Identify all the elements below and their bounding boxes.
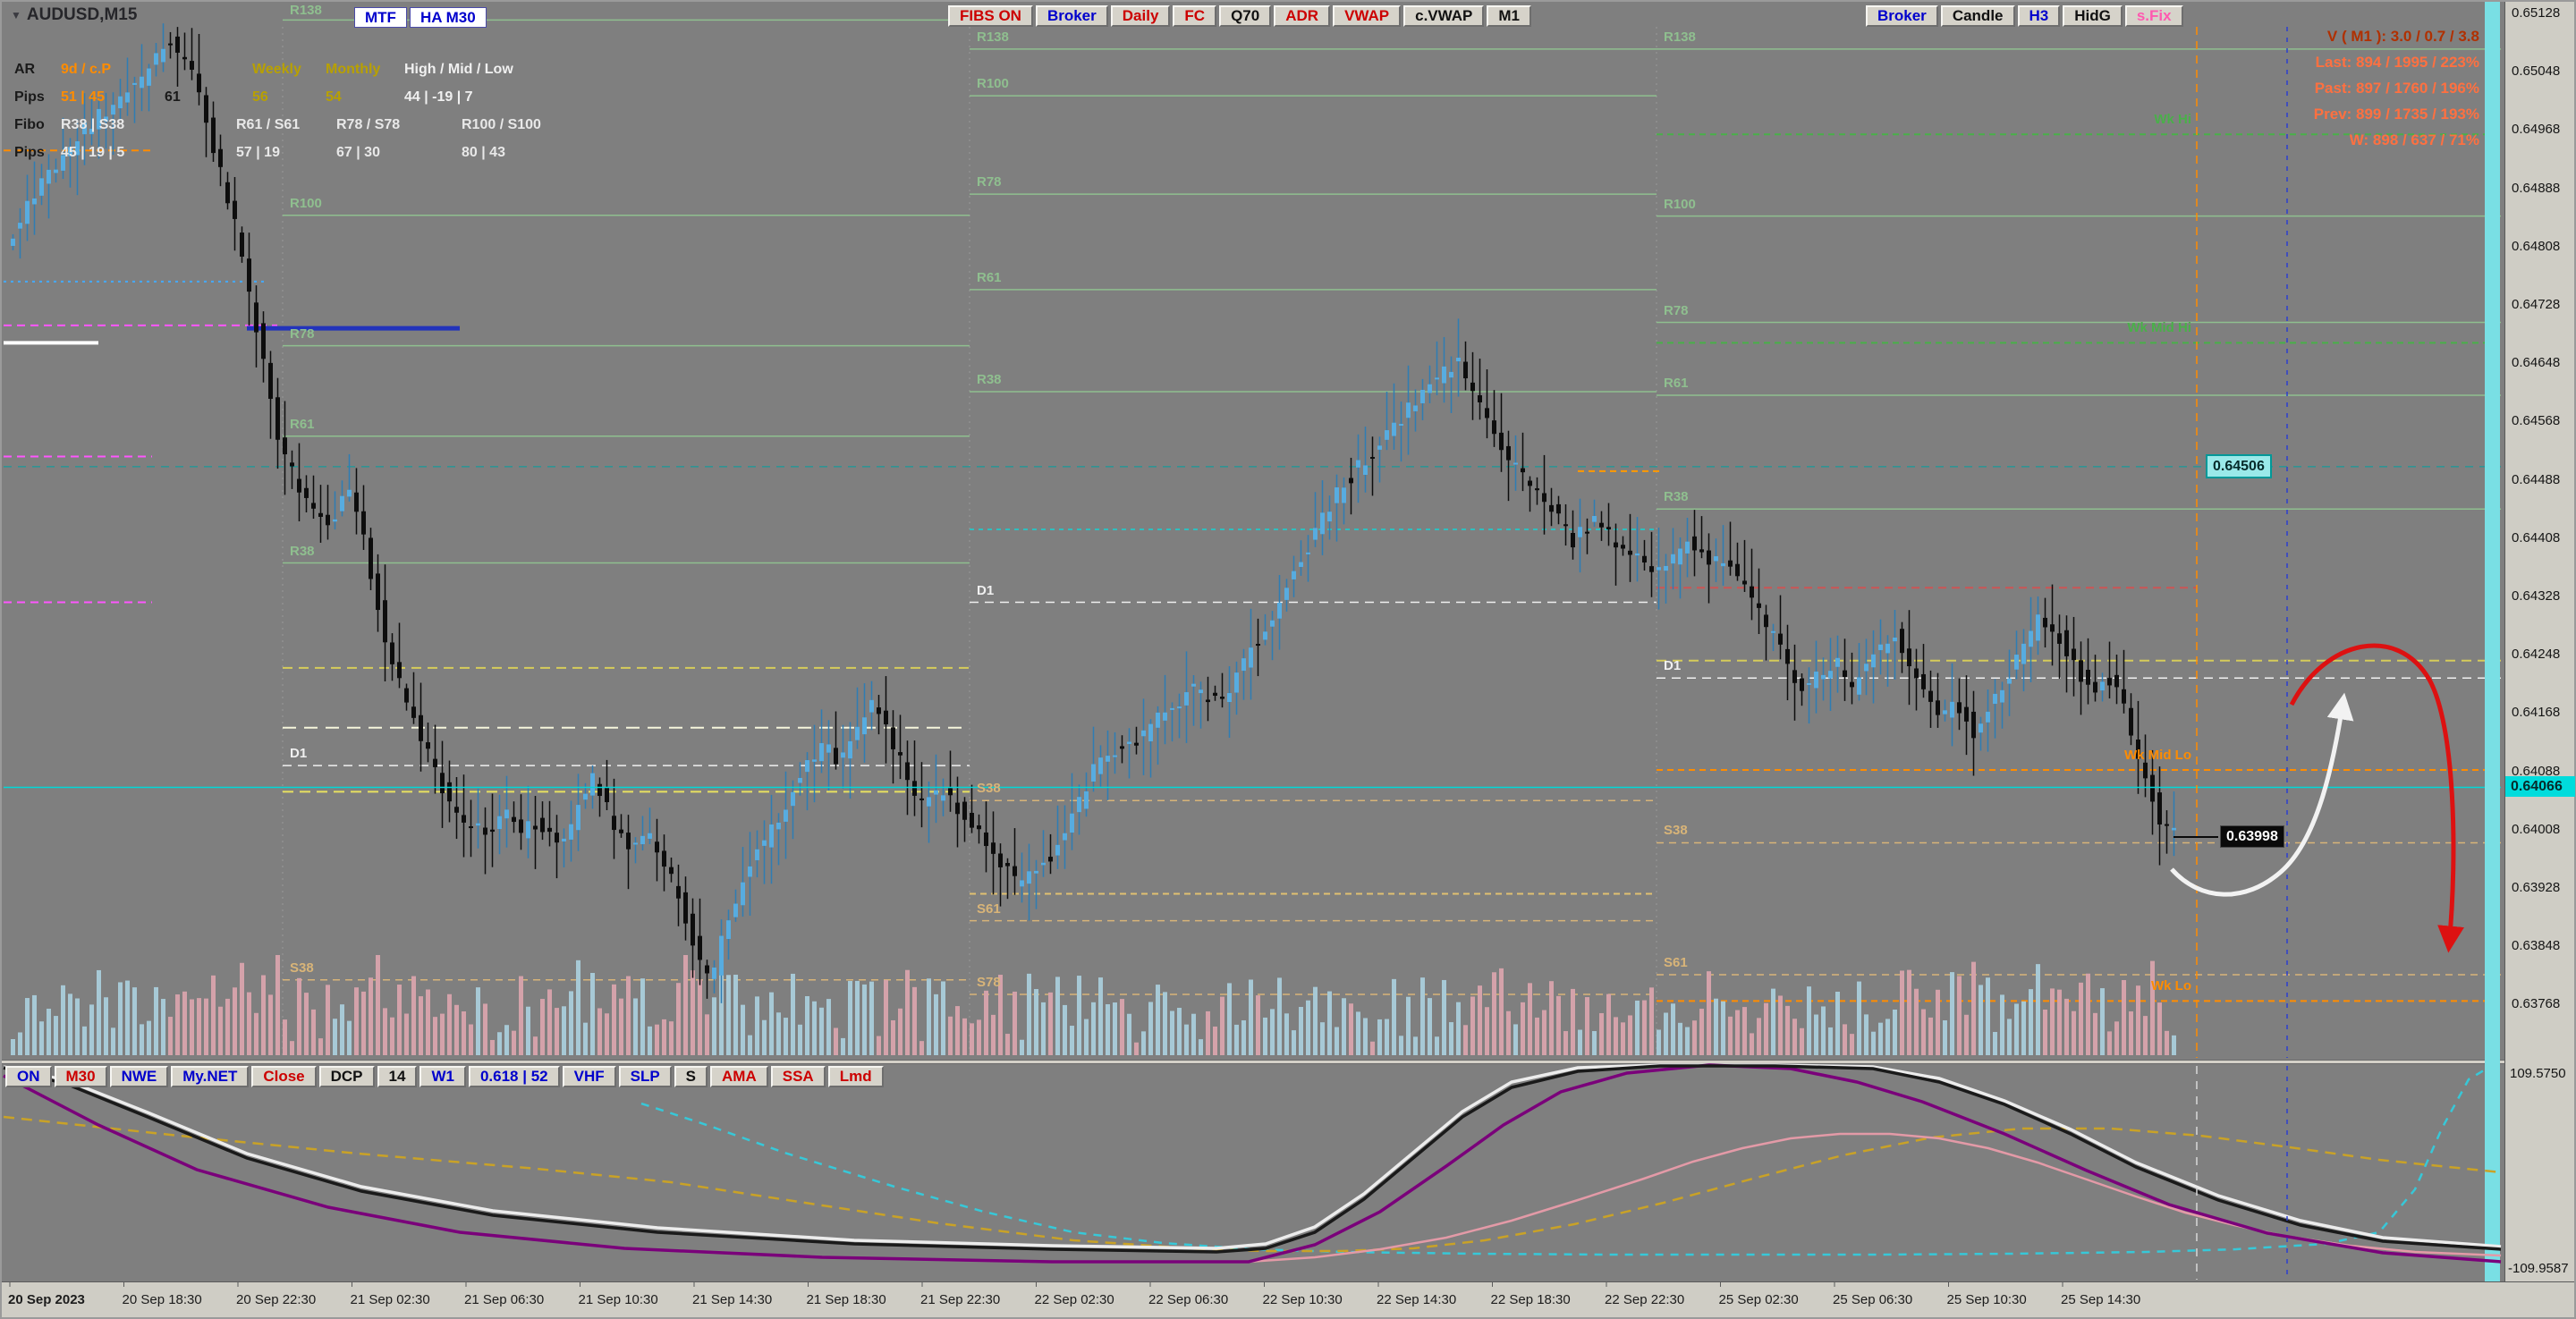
current-price-tag: 0.64066	[2505, 775, 2575, 797]
info-cell: AR	[14, 61, 36, 77]
chart-title: ▼ AUDUSD,M15	[11, 5, 137, 25]
s-fix-button[interactable]: s.Fix	[2124, 5, 2183, 27]
indicator-panel[interactable]	[2, 1064, 2504, 1281]
on-button[interactable]: ON	[5, 1066, 52, 1087]
order-price-tag[interactable]: 0.64506	[2206, 453, 2272, 479]
s-button[interactable]: S	[674, 1066, 708, 1087]
last-close-tag: 0.63998	[2220, 824, 2284, 849]
candle-button[interactable]: Candle	[1940, 5, 2015, 27]
vhf-button[interactable]: VHF	[562, 1066, 616, 1087]
info-cell: R100 / S100	[462, 116, 541, 132]
stats-line: V ( M1 ): 3.0 / 0.7 / 3.8	[2326, 28, 2479, 45]
info-cell: Pips	[14, 89, 45, 105]
m1-button[interactable]: M1	[1487, 5, 1531, 27]
broker-button[interactable]: Broker	[1866, 5, 1938, 27]
stats-line: Prev: 899 / 1735 / 193%	[2313, 106, 2479, 123]
14-button[interactable]: 14	[377, 1066, 418, 1087]
collapse-triangle-icon[interactable]: ▼	[11, 9, 21, 21]
daily-button[interactable]: Daily	[1110, 5, 1171, 27]
mtf-button[interactable]: MTF	[354, 7, 407, 28]
fibs-on-button[interactable]: FIBS ON	[948, 5, 1033, 27]
toolbar-indicator: ON M30 NWE My.NET Close DCP 14 W1 0.618 | 52 VHF S…	[5, 1066, 884, 1087]
range-info-panel: AR 9d / c.P Weekly Monthly High / Mid / Low P…	[14, 55, 541, 166]
w1-button[interactable]: W1	[419, 1066, 466, 1087]
vwap-button[interactable]: VWAP	[1333, 5, 1402, 27]
price-axis[interactable]	[2504, 2, 2574, 1281]
info-cell: R38 | S38	[61, 116, 125, 132]
c-vwap-button[interactable]: c.VWAP	[1403, 5, 1485, 27]
info-row: Pips 45 | 19 | 5 57 | 19 67 | 30 80 | 43	[14, 139, 541, 166]
0-618-52-button[interactable]: 0.618 | 52	[468, 1066, 560, 1087]
symbol-timeframe-label: AUDUSD,M15	[26, 5, 138, 24]
info-cell: 44 | -19 | 7	[404, 89, 473, 105]
my-net-button[interactable]: My.NET	[171, 1066, 250, 1087]
indicator-scale-top: 109.5750	[2510, 1066, 2566, 1081]
stats-line: W: 898 / 637 / 71%	[2349, 131, 2479, 148]
info-cell: Fibo	[14, 116, 45, 132]
dcp-button[interactable]: DCP	[318, 1066, 375, 1087]
info-cell: 80 | 43	[462, 144, 505, 160]
ha-m30-button[interactable]: HA M30	[409, 7, 487, 28]
info-cell: 56	[252, 89, 268, 105]
nwe-button[interactable]: NWE	[109, 1066, 169, 1087]
toolbar-right: Broker Candle H3 HidG s.Fix	[1866, 5, 2183, 27]
lmd-button[interactable]: Lmd	[827, 1066, 884, 1087]
stats-line: Past: 897 / 1760 / 196%	[2314, 80, 2479, 97]
info-cell: R78 / S78	[336, 116, 401, 132]
info-cell: 67 | 30	[336, 144, 380, 160]
info-cell: R61 / S61	[236, 116, 301, 132]
info-row: Fibo R38 | S38 R61 / S61 R78 / S78 R100 / S1…	[14, 111, 541, 139]
time-axis[interactable]	[2, 1281, 2574, 1317]
info-cell: High / Mid / Low	[404, 61, 513, 77]
info-cell: 61	[165, 89, 181, 105]
adr-button[interactable]: ADR	[1274, 5, 1331, 27]
hidg-button[interactable]: HidG	[2063, 5, 2123, 27]
fc-button[interactable]: FC	[1173, 5, 1217, 27]
info-row: AR 9d / c.P Weekly Monthly High / Mid / Low	[14, 55, 541, 83]
ssa-button[interactable]: SSA	[770, 1066, 826, 1087]
slp-button[interactable]: SLP	[618, 1066, 672, 1087]
toolbar-left: MTF HA M30	[354, 7, 487, 28]
toolbar-center: FIBS ON Broker Daily FC Q70 ADR VWAP c.VWAP M1	[948, 5, 1531, 27]
info-row: Pips 51 | 45 61 56 54 44 | -19 | 7	[14, 83, 541, 111]
m30-button[interactable]: M30	[54, 1066, 107, 1087]
info-cell: 45 | 19 | 5	[61, 144, 125, 160]
info-cell: Pips	[14, 144, 45, 160]
info-cell: Weekly	[252, 61, 301, 77]
info-cell: Monthly	[326, 61, 381, 77]
indicator-scale-bottom: -109.9587	[2508, 1261, 2569, 1276]
broker-button[interactable]: Broker	[1035, 5, 1108, 27]
chart-canvas[interactable]	[2, 2, 2504, 1061]
info-cell: 57 | 19	[236, 144, 280, 160]
ama-button[interactable]: AMA	[710, 1066, 768, 1087]
volume-stats-block: V ( M1 ): 3.0 / 0.7 / 3.8 Last: 894 / 199…	[2314, 23, 2479, 153]
h3-button[interactable]: H3	[2017, 5, 2061, 27]
close-button[interactable]: Close	[251, 1066, 317, 1087]
info-cell: 51 | 45	[61, 89, 105, 105]
stats-line: Last: 894 / 1995 / 223%	[2315, 54, 2479, 71]
info-cell: 9d / c.P	[61, 61, 112, 77]
q70-button[interactable]: Q70	[1219, 5, 1272, 27]
info-cell: 54	[326, 89, 342, 105]
